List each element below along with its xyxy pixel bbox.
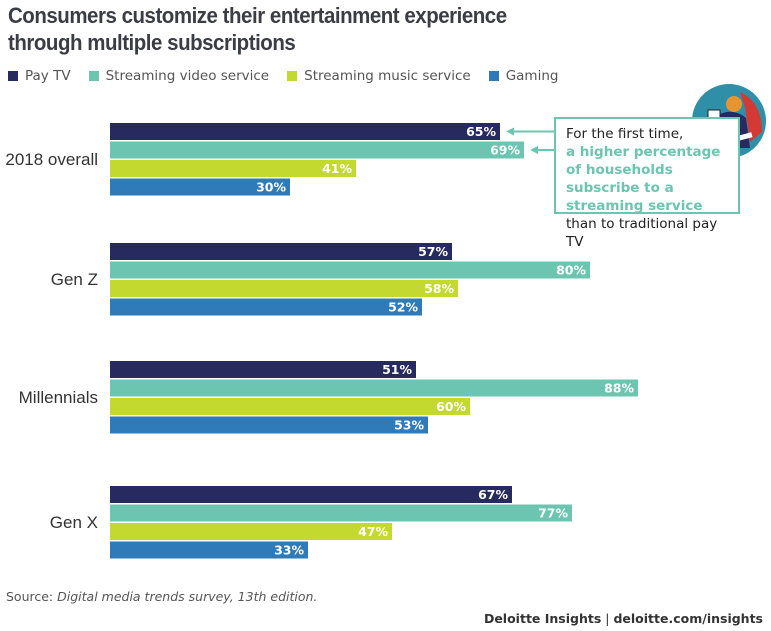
legend-item: Pay TV — [8, 68, 71, 84]
data-label: 69% — [490, 143, 520, 158]
legend-item: Streaming music service — [287, 68, 471, 84]
data-label: 57% — [418, 244, 448, 259]
bar — [110, 379, 638, 397]
legend-label: Streaming music service — [304, 68, 471, 84]
legend-label: Streaming video service — [105, 68, 270, 84]
data-label: 65% — [466, 124, 496, 139]
legend-item: Gaming — [488, 68, 559, 84]
legend-label: Gaming — [505, 68, 559, 84]
category-label: Gen X — [50, 513, 98, 532]
arrowhead-icon — [506, 127, 514, 136]
annotation-line: For the first time, — [566, 126, 684, 142]
arrowhead-icon — [530, 146, 538, 154]
category-label: Millennials — [19, 388, 98, 407]
legend-swatch — [287, 71, 298, 81]
bar — [110, 486, 512, 503]
data-label: 52% — [388, 300, 418, 315]
bar — [110, 504, 572, 522]
source-text: Digital media trends survey, 13th editio… — [57, 589, 318, 604]
source-label: Source: — [6, 589, 54, 604]
data-label: 88% — [604, 381, 634, 396]
data-label: 60% — [436, 399, 466, 414]
legend-swatch — [8, 71, 18, 81]
data-label: 77% — [538, 506, 568, 521]
bar — [110, 398, 470, 415]
category-label: Gen Z — [51, 270, 98, 289]
bar — [110, 416, 428, 434]
data-label: 80% — [556, 263, 586, 278]
bar — [110, 141, 524, 159]
legend-swatch — [488, 71, 499, 81]
category-label: 2018 overall — [5, 150, 98, 169]
bar — [110, 541, 308, 559]
data-label: 67% — [478, 487, 508, 502]
bar — [110, 280, 458, 297]
bar — [110, 523, 392, 540]
legend: Pay TV Streaming video service Streaming m… — [8, 68, 558, 84]
data-label: 58% — [424, 281, 454, 296]
data-label: 53% — [394, 418, 424, 433]
data-label: 47% — [358, 524, 388, 539]
legend-item: Streaming video service — [88, 68, 270, 84]
bar — [110, 178, 290, 196]
annotation-highlight: a higher percentage of households subscr… — [566, 144, 721, 214]
brand-footer: Deloitte Insights | deloitte.com/insight… — [484, 611, 763, 626]
data-label: 51% — [382, 362, 412, 377]
brand-separator: | — [605, 611, 610, 626]
annotation-callout: For the first time, a higher percentage … — [554, 117, 740, 250]
brand-name: Deloitte Insights — [483, 611, 602, 626]
source-note: Source: Digital media trends survey, 13t… — [6, 589, 317, 604]
legend-label: Pay TV — [25, 68, 71, 84]
bar — [110, 123, 500, 140]
chart-title: Consumers customize their entertainment … — [8, 3, 507, 55]
data-label: 30% — [256, 180, 286, 195]
bar — [110, 361, 416, 378]
bar — [110, 243, 452, 260]
bar — [110, 261, 590, 279]
data-label: 41% — [322, 161, 352, 176]
bar — [110, 298, 422, 316]
annotation-line-end: than to traditional pay TV — [566, 216, 718, 250]
legend-swatch — [88, 71, 99, 81]
brand-url[interactable]: deloitte.com/insights — [613, 611, 763, 626]
bar — [110, 160, 356, 177]
data-label: 33% — [274, 543, 304, 558]
